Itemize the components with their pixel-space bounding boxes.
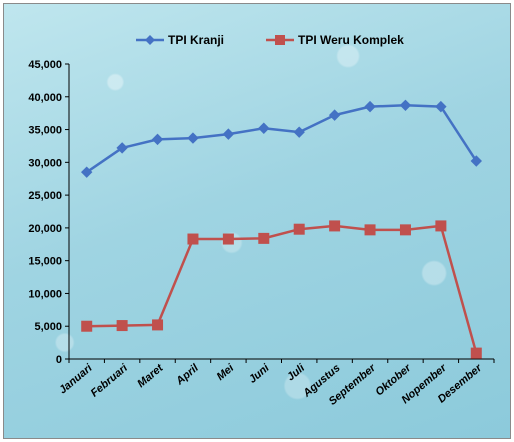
x-tick-label: Februari: [89, 362, 131, 400]
x-tick-label: April: [173, 362, 201, 389]
data-point: [399, 224, 411, 236]
data-point: [435, 220, 447, 232]
x-tick-label: Juli: [285, 362, 308, 384]
line-chart: 0 5,000 10,000 15,000 20,000 25,000 30,000 35,0…: [28, 33, 495, 408]
data-point: [187, 233, 199, 245]
data-point: [258, 232, 270, 244]
legend-marker: [145, 35, 155, 45]
x-tick-label: Juni: [247, 362, 273, 386]
data-point: [293, 223, 305, 235]
data-point: [435, 100, 447, 113]
legend-label: TPI Kranji: [168, 33, 224, 47]
x-tick-label: Maret: [135, 361, 166, 390]
data-point: [81, 320, 93, 332]
legend-label: TPI Weru Komplek: [298, 33, 404, 47]
data-point: [222, 128, 235, 140]
y-tick-label: 5,000: [34, 321, 62, 333]
y-tick-label: 20,000: [28, 223, 62, 235]
data-point: [470, 347, 482, 359]
y-tick-label: 25,000: [28, 190, 62, 202]
y-tick-label: 15,000: [28, 256, 62, 268]
y-tick-label: 45,000: [28, 59, 62, 71]
y-tick-label: 10,000: [28, 288, 62, 300]
data-point: [470, 155, 482, 167]
data-point: [399, 99, 412, 112]
data-point: [152, 319, 164, 331]
data-point: [364, 100, 376, 113]
y-tick-label: 40,000: [28, 92, 62, 104]
data-point: [81, 166, 93, 178]
legend-marker: [275, 35, 285, 45]
y-tick-label: 35,000: [28, 125, 62, 137]
data-point: [329, 220, 341, 232]
data-point: [116, 142, 128, 154]
y-tick-label: 0: [56, 354, 62, 366]
data-point: [328, 109, 341, 121]
data-point: [222, 233, 234, 245]
data-point: [151, 133, 164, 146]
data-point: [258, 122, 270, 134]
y-tick-label: 30,000: [28, 157, 62, 169]
series-line-2: [86, 224, 478, 354]
data-point: [187, 132, 199, 144]
data-point: [293, 126, 305, 138]
chart-area: 0 5,000 10,000 15,000 20,000 25,000 30,000 35,0…: [3, 3, 511, 439]
series-line-1: [86, 104, 478, 174]
data-point: [364, 224, 376, 236]
x-tick-label: Mei: [215, 362, 237, 384]
data-point: [116, 320, 128, 332]
